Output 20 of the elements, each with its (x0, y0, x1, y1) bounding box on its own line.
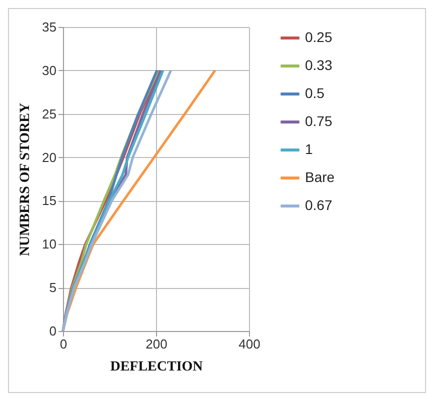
legend-label: 0.67 (305, 197, 332, 213)
x-axis-title: DEFLECTION (110, 360, 203, 374)
y-axis-title: NUMBERS OF STOREY (18, 102, 34, 256)
legend-label: 0.25 (305, 29, 332, 45)
y-tick-label: 5 (49, 280, 56, 296)
legend-label: 1 (305, 141, 313, 157)
y-tick-label: 15 (42, 193, 56, 208)
x-tick-label: 400 (238, 336, 260, 352)
y-tick-label: 0 (49, 324, 56, 338)
legend-label: 0.5 (305, 85, 325, 101)
legend-label: Bare (305, 169, 335, 185)
y-tick-label: 20 (42, 150, 56, 165)
y-tick-label: 10 (42, 236, 56, 252)
legend-label: 0.75 (305, 113, 332, 129)
x-tick-label: 200 (146, 336, 168, 352)
y-tick-label: 35 (42, 20, 56, 34)
x-tick-label: 0 (60, 336, 68, 352)
legend-label: 0.33 (305, 57, 332, 73)
y-tick-label: 25 (42, 106, 56, 122)
y-tick-label: 30 (42, 62, 56, 78)
